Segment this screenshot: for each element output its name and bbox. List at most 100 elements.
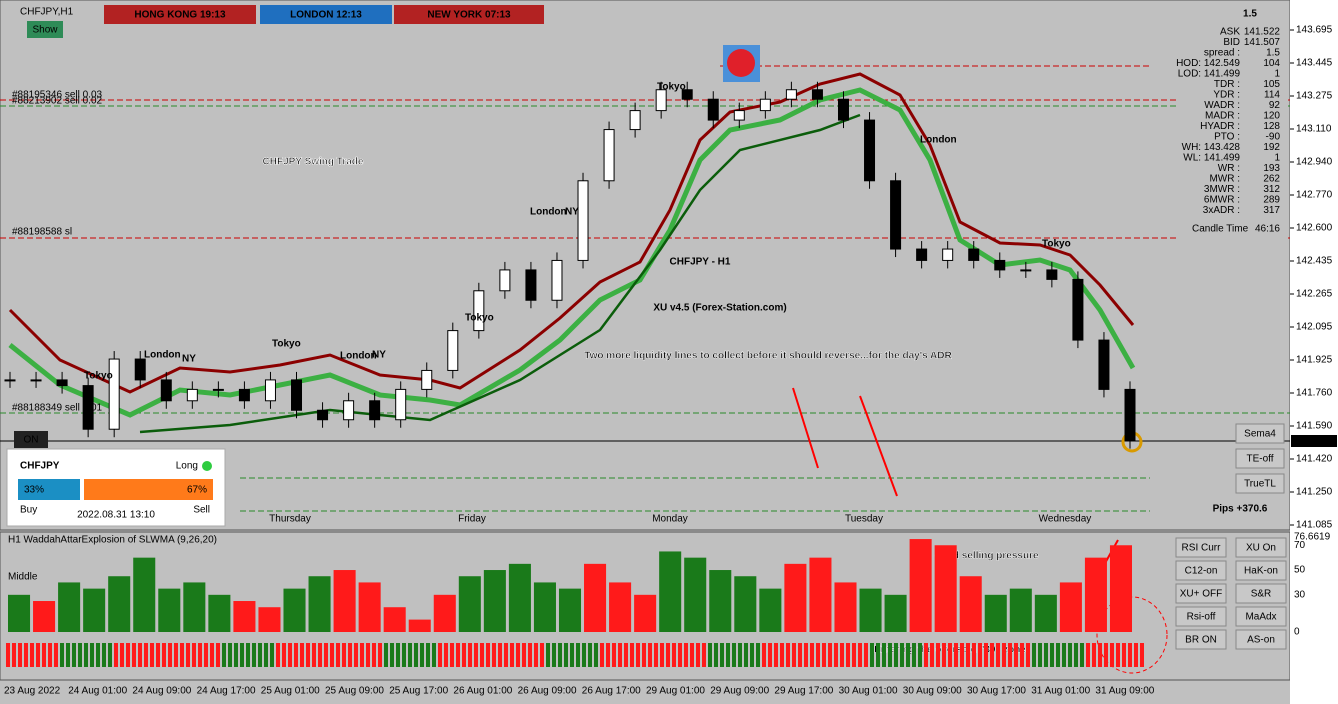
- indicator-bar: [984, 594, 1007, 632]
- indicator-bar: [208, 594, 231, 632]
- indicator-bar: [759, 588, 782, 632]
- time-tick-label: 25 Aug 01:00: [261, 686, 320, 697]
- button[interactable]: [1175, 606, 1227, 627]
- button[interactable]: [1235, 583, 1287, 604]
- button[interactable]: [1235, 629, 1287, 650]
- price-axis: [1290, 0, 1338, 704]
- button-label: XU On: [1246, 543, 1276, 554]
- br-strip: [354, 643, 358, 667]
- br-strip: [1116, 643, 1120, 667]
- button[interactable]: [1235, 606, 1287, 627]
- br-strip: [822, 643, 826, 667]
- info-value: 1: [1274, 69, 1280, 80]
- button[interactable]: [1235, 560, 1287, 581]
- order-label: #88198588 sl: [12, 227, 72, 238]
- price-tick-label: 143.110: [1296, 124, 1332, 135]
- indicator-tick-label: 30: [1294, 589, 1306, 600]
- br-strip: [864, 643, 868, 667]
- indicator-bar: [183, 582, 206, 632]
- session-label: London: [144, 350, 181, 361]
- price-tick-label: 142.095: [1296, 322, 1333, 333]
- br-strip: [450, 643, 454, 667]
- clock: HONG KONG 19:13: [134, 10, 226, 21]
- indicator-bar: [458, 576, 481, 632]
- br-strip: [480, 643, 484, 667]
- br-strip: [384, 643, 388, 667]
- button[interactable]: [1175, 629, 1227, 650]
- sell-bar: [84, 479, 213, 500]
- day-label: Friday: [458, 514, 486, 525]
- br-strip: [162, 643, 166, 667]
- session-label: Tokyo: [465, 313, 494, 324]
- button[interactable]: [1235, 537, 1287, 558]
- br-strip: [732, 643, 736, 667]
- indicator-bar: [934, 545, 957, 632]
- candle: [160, 379, 172, 402]
- indicator-title: H1 WaddahAttarExplosion of SLWMA (9,26,2…: [8, 535, 217, 546]
- br-strip: [1122, 643, 1126, 667]
- br-strip: [216, 643, 220, 667]
- button[interactable]: [1235, 448, 1285, 469]
- button[interactable]: [1235, 473, 1285, 494]
- br-strip: [948, 643, 952, 667]
- price-tick-label: 141.420: [1296, 454, 1333, 465]
- candle: [759, 98, 771, 112]
- time-tick-label: 31 Aug 01:00: [1031, 686, 1090, 697]
- button[interactable]: [1175, 583, 1227, 604]
- button[interactable]: [1175, 537, 1227, 558]
- indicator-note: Still good selling pressure: [913, 551, 1038, 562]
- br-strip: [294, 643, 298, 667]
- price-tick-label: 141.760: [1296, 388, 1333, 399]
- sentiment-time: 2022.08.31 13:10: [77, 510, 155, 521]
- indicator-tick-label: 76.6619: [1294, 532, 1331, 543]
- indicator-bar: [433, 594, 456, 632]
- br-strip: [96, 643, 100, 667]
- clock-bg: [104, 5, 256, 24]
- indicator-bar: [383, 607, 406, 632]
- button[interactable]: [1175, 560, 1227, 581]
- br-strip: [876, 643, 880, 667]
- br-strip: [408, 643, 412, 667]
- ma-outer: [8, 72, 1135, 394]
- indicator-bar: [834, 582, 857, 632]
- br-strip: [234, 643, 238, 667]
- info-key: PTO :: [1214, 132, 1240, 143]
- br-strip: [1020, 643, 1024, 667]
- show-button[interactable]: [27, 21, 63, 38]
- br-strip: [252, 643, 256, 667]
- button-label: Sema4: [1244, 429, 1276, 440]
- br-strip: [804, 643, 808, 667]
- spread-top: 1.5: [1243, 9, 1257, 20]
- br-strip: [660, 643, 664, 667]
- candle: [916, 248, 928, 261]
- br-strip: [552, 643, 556, 667]
- br-strip: [180, 643, 184, 667]
- time-tick-label: 30 Aug 17:00: [967, 686, 1026, 697]
- br-strip: [648, 643, 652, 667]
- button-label: BR ON: [1185, 635, 1217, 646]
- br-strip: [1104, 643, 1108, 667]
- br-strip: [984, 643, 988, 667]
- br-strip: [978, 643, 982, 667]
- br-strip: [1050, 643, 1054, 667]
- br-strip: [462, 643, 466, 667]
- clock: NEW YORK 07:13: [427, 10, 511, 21]
- br-strip: [48, 643, 52, 667]
- br-strip: [366, 643, 370, 667]
- br-strip: [720, 643, 724, 667]
- info-value: 46:16: [1255, 224, 1280, 235]
- button[interactable]: [1235, 423, 1285, 444]
- info-value: 317: [1263, 205, 1280, 216]
- info-value: 128: [1263, 121, 1280, 132]
- br-strip: [888, 643, 892, 667]
- indicator-bar: [83, 588, 106, 632]
- br-strip: [468, 643, 472, 667]
- time-tick-label: 29 Aug 01:00: [646, 686, 705, 697]
- candle: [603, 129, 615, 182]
- button-label: RSI Curr: [1182, 543, 1222, 554]
- candle: [108, 358, 120, 430]
- price-tick-label: 141.085: [1296, 520, 1333, 531]
- br-strip: [828, 643, 832, 667]
- time-tick-label: 30 Aug 09:00: [903, 686, 962, 697]
- levels: [0, 65, 1290, 512]
